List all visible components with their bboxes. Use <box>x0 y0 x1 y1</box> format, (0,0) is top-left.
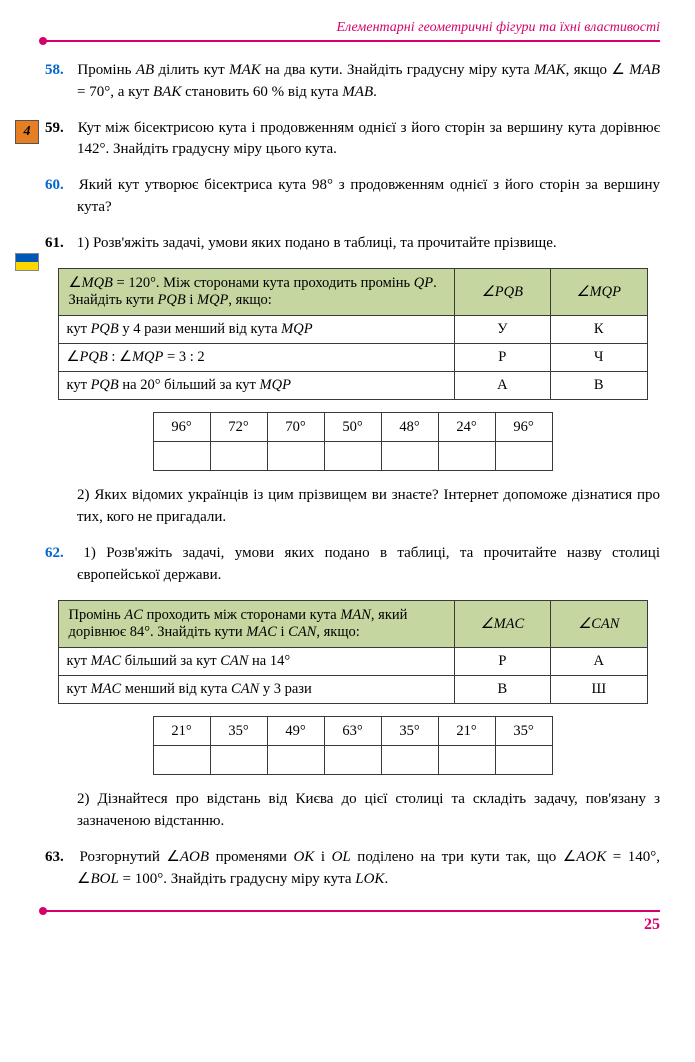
difficulty-icon: 4 <box>15 120 39 144</box>
table-row: ∠PQB : ∠MQP = 3 : 2 Р Ч <box>58 344 647 372</box>
problem-62: 62. 1) Розв'яжіть задачі, умови яких под… <box>45 543 660 587</box>
table-row: кут PQB у 4 рази менший від кута MQP У К <box>58 316 647 344</box>
section-header: Елементарні геометричні фігури та їхні в… <box>45 20 660 36</box>
problem-number: 59. <box>45 118 73 140</box>
problem-61-part2: 2) Яких відомих українців із цим прізвищ… <box>77 485 660 529</box>
table-col-mac: ∠MAC <box>454 601 550 648</box>
table-header-condition: Промінь AC проходить між сторонами кута … <box>58 601 454 648</box>
problem-number: 58. <box>45 60 73 82</box>
problem-61: 61. 1) Розв'яжіть задачі, умови яких под… <box>45 233 660 255</box>
problem-62-answer-table: 21° 35° 49° 63° 35° 21° 35° <box>153 716 553 775</box>
problem-62-part2: 2) Дізнайтеся про відстань від Києва до … <box>77 789 660 833</box>
table-row: кут MAC менший від кута CAN у 3 рази В Ш <box>58 676 647 704</box>
footer-rule: 25 <box>45 910 660 932</box>
ukraine-flag-icon <box>15 253 39 271</box>
table-row: кут PQB на 20° більший за кут MQP А В <box>58 372 647 400</box>
table-row: кут MAC більший за кут CAN на 14° Р А <box>58 648 647 676</box>
problem-58: 58. Промінь AB ділить кут MAK на два кут… <box>45 60 660 104</box>
problem-61-table: ∠MQB = 120°. Між сторонами кута проходит… <box>58 268 648 400</box>
problem-63: 63. Розгорнутий ∠AOB променями OK і OL п… <box>45 847 660 891</box>
problem-number: 63. <box>45 847 73 869</box>
problem-60: 60. Який кут утворює бісектриса кута 98°… <box>45 175 660 219</box>
problem-61-answer-table: 96° 72° 70° 50° 48° 24° 96° <box>153 412 553 471</box>
table-col-pqb: ∠PQB <box>454 269 550 316</box>
problem-59: 4 59. Кут між бісектрисою кута і продовж… <box>45 118 660 162</box>
table-col-mqp: ∠MQP <box>551 269 647 316</box>
table-header-condition: ∠MQB = 120°. Між сторонами кута проходит… <box>58 269 454 316</box>
problem-number: 61. <box>45 233 73 255</box>
problem-62-table: Промінь AC проходить між сторонами кута … <box>58 600 648 704</box>
page-number: 25 <box>644 916 660 934</box>
table-col-can: ∠CAN <box>551 601 647 648</box>
problem-number: 60. <box>45 175 73 197</box>
problem-number: 62. <box>45 543 73 565</box>
header-rule <box>45 40 660 42</box>
